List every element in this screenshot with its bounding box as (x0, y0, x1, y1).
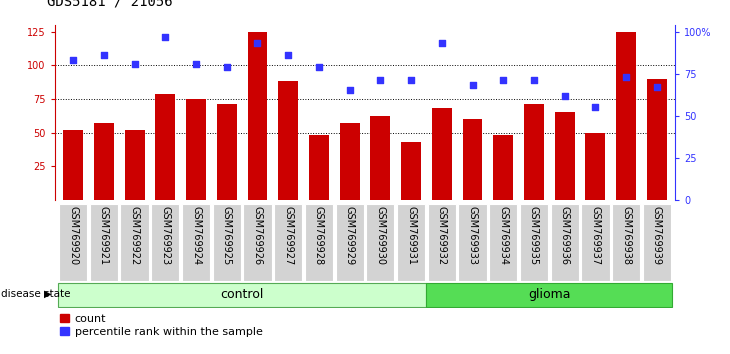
Text: control: control (220, 288, 264, 301)
Point (497, 78, 509, 83)
FancyBboxPatch shape (305, 204, 333, 281)
Bar (616, 32, 636, 200)
Text: disease state: disease state (1, 289, 70, 299)
FancyBboxPatch shape (550, 204, 579, 281)
Point (313, 64, 325, 70)
Text: GSM769923: GSM769923 (161, 206, 170, 265)
Bar (94, 123, 114, 200)
FancyBboxPatch shape (336, 204, 364, 281)
Point (67, 57, 79, 63)
Point (283, 52, 294, 58)
Point (528, 78, 539, 83)
Bar (309, 135, 329, 200)
Text: GSM769928: GSM769928 (314, 206, 324, 265)
Point (374, 78, 386, 83)
Text: GSM769924: GSM769924 (191, 206, 201, 265)
FancyBboxPatch shape (520, 204, 548, 281)
Bar (186, 99, 206, 200)
Point (191, 61, 202, 66)
FancyBboxPatch shape (120, 204, 149, 281)
FancyBboxPatch shape (274, 204, 302, 281)
Legend: count, percentile rank within the sample: count, percentile rank within the sample (61, 314, 263, 337)
Bar (125, 130, 145, 200)
FancyBboxPatch shape (458, 204, 487, 281)
Point (252, 40, 264, 46)
Point (128, 61, 140, 66)
Text: GSM769922: GSM769922 (130, 206, 139, 265)
Point (221, 64, 233, 70)
Bar (155, 93, 175, 200)
Point (344, 88, 356, 93)
FancyBboxPatch shape (489, 204, 518, 281)
FancyBboxPatch shape (612, 204, 640, 281)
Text: GSM769936: GSM769936 (560, 206, 569, 265)
Text: ▶: ▶ (44, 289, 51, 299)
Text: glioma: glioma (528, 288, 571, 301)
Bar (278, 81, 298, 200)
Text: GSM769930: GSM769930 (375, 206, 385, 265)
Point (620, 74, 632, 80)
Point (159, 34, 171, 39)
FancyBboxPatch shape (151, 204, 180, 281)
Bar (432, 108, 452, 200)
Bar (247, 32, 267, 200)
Bar (64, 130, 83, 200)
Point (466, 82, 478, 88)
Text: GDS5181 / 21056: GDS5181 / 21056 (47, 0, 173, 9)
Bar (463, 119, 483, 200)
Text: GSM769920: GSM769920 (68, 206, 78, 265)
Bar (370, 116, 391, 200)
FancyBboxPatch shape (426, 283, 672, 307)
Bar (585, 133, 605, 200)
Bar (524, 104, 544, 200)
FancyBboxPatch shape (59, 204, 88, 281)
Point (405, 78, 417, 83)
Text: GSM769921: GSM769921 (99, 206, 109, 265)
Text: GSM769932: GSM769932 (437, 206, 447, 265)
Bar (401, 142, 421, 200)
FancyBboxPatch shape (212, 204, 241, 281)
FancyBboxPatch shape (581, 204, 610, 281)
Bar (339, 123, 360, 200)
Point (98, 52, 110, 58)
Text: GSM769937: GSM769937 (591, 206, 600, 265)
Text: GSM769926: GSM769926 (253, 206, 263, 265)
Text: GSM769933: GSM769933 (467, 206, 477, 265)
FancyBboxPatch shape (90, 204, 118, 281)
Text: GSM769935: GSM769935 (529, 206, 539, 265)
Text: GSM769929: GSM769929 (345, 206, 355, 265)
Text: GSM769934: GSM769934 (499, 206, 508, 265)
Point (436, 40, 447, 46)
FancyBboxPatch shape (397, 204, 425, 281)
Point (559, 93, 571, 98)
Text: GSM769931: GSM769931 (406, 206, 416, 265)
Bar (217, 104, 237, 200)
Bar (647, 79, 666, 200)
FancyBboxPatch shape (243, 204, 272, 281)
Bar (555, 113, 575, 200)
FancyBboxPatch shape (58, 283, 426, 307)
Text: GSM769939: GSM769939 (652, 206, 662, 265)
Point (590, 104, 602, 110)
Text: GSM769927: GSM769927 (283, 206, 293, 265)
Text: GSM769938: GSM769938 (621, 206, 631, 265)
Point (651, 84, 663, 90)
FancyBboxPatch shape (428, 204, 456, 281)
FancyBboxPatch shape (366, 204, 394, 281)
FancyBboxPatch shape (182, 204, 210, 281)
FancyBboxPatch shape (642, 204, 671, 281)
Bar (493, 135, 513, 200)
Text: GSM769925: GSM769925 (222, 206, 231, 265)
